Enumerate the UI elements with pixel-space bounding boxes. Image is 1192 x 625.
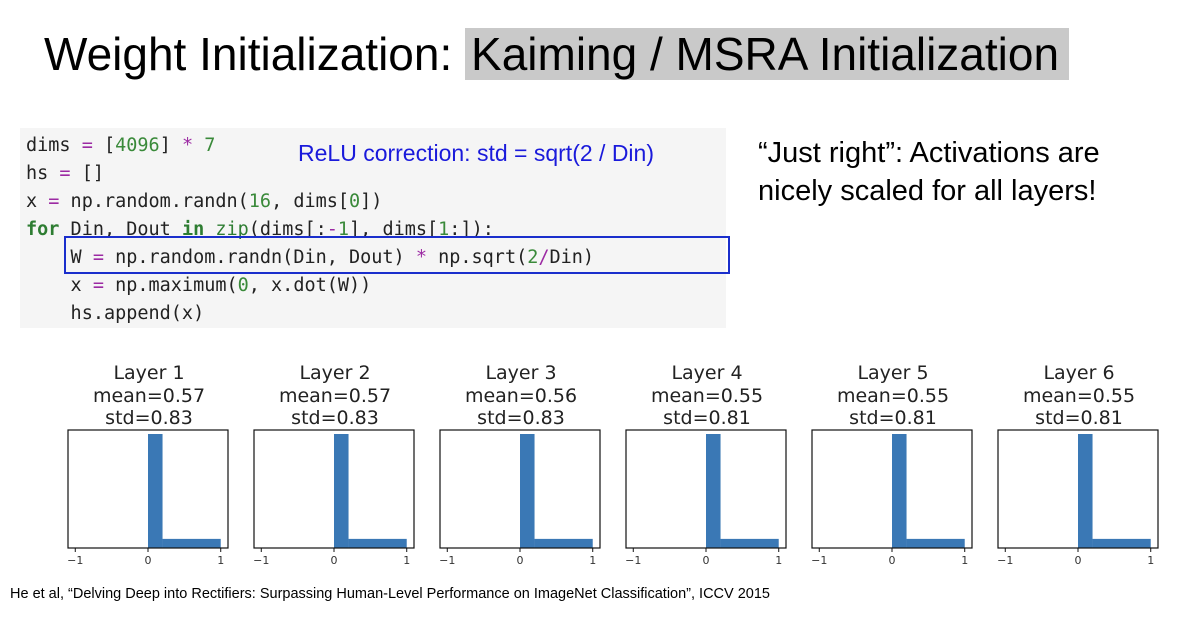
panel-mean: mean=0.56 [464, 385, 578, 407]
x-tick-label: −1 [439, 554, 455, 567]
panel-std: std=0.83 [291, 407, 379, 429]
histogram-panel-5: Layer 5 mean=0.55 std=0.81 −1 0 1 [808, 358, 978, 573]
code-line-5: W = np.random.randn(Din, Dout) * np.sqrt… [26, 247, 595, 268]
relu-correction-annotation: ReLU correction: std = sqrt(2 / Din) [278, 140, 654, 167]
title-main: Weight Initialization: [44, 28, 466, 80]
panel-title: Layer 1 [113, 362, 185, 384]
panel-std: std=0.81 [849, 407, 937, 429]
panel-std: std=0.81 [663, 407, 751, 429]
panel-title: Layer 4 [671, 362, 743, 384]
histogram-bar [906, 538, 965, 548]
panel-title: Layer 2 [299, 362, 371, 384]
histogram-bar [720, 538, 779, 548]
x-tick-label: 1 [217, 554, 224, 567]
histogram-bar [1078, 434, 1093, 548]
histogram-panel-2: Layer 2 mean=0.57 std=0.83 −1 0 1 [250, 358, 420, 573]
x-tick-label: 0 [145, 554, 152, 567]
panel-mean: mean=0.57 [92, 385, 206, 407]
histogram-chart: −1 0 1 [439, 429, 601, 567]
x-tick-label: −1 [67, 554, 83, 567]
histogram-bar [706, 434, 721, 548]
code-line-1: dims = [4096] * 7 [26, 135, 216, 156]
panel-mean: mean=0.57 [278, 385, 392, 407]
x-tick-label: 1 [775, 554, 782, 567]
histogram-panel-4: Layer 4 mean=0.55 std=0.81 −1 0 1 [622, 358, 792, 573]
histogram-chart: −1 0 1 [811, 429, 973, 567]
x-tick-label: 1 [589, 554, 596, 567]
histogram-chart: −1 0 1 [997, 429, 1159, 567]
histogram-chart: −1 0 1 [625, 429, 787, 567]
x-tick-label: 1 [961, 554, 968, 567]
result-note: “Just right”: Activations are nicely sca… [758, 137, 1100, 207]
histogram-chart: −1 0 1 [67, 429, 229, 567]
panel-title: Layer 6 [1043, 362, 1115, 384]
histogram-chart: −1 0 1 [253, 429, 415, 567]
code-line-4: for Din, Dout in zip(dims[:-1], dims[1:]… [26, 219, 494, 240]
code-line-2: hs = [] [26, 163, 104, 184]
panel-mean: mean=0.55 [836, 385, 950, 407]
x-tick-label: 0 [331, 554, 338, 567]
panel-title: Layer 5 [857, 362, 929, 384]
slide-title: Weight Initialization: Kaiming / MSRA In… [44, 24, 1070, 84]
x-tick-label: 0 [1075, 554, 1082, 567]
histogram-panel-3: Layer 3 mean=0.56 std=0.83 −1 0 1 [436, 358, 606, 573]
histogram-bar [148, 434, 163, 548]
histogram-bar [534, 538, 593, 548]
histogram-bar [892, 434, 907, 548]
histogram-bar [1092, 538, 1151, 548]
x-tick-label: −1 [625, 554, 641, 567]
histogram-bar [348, 538, 407, 548]
citation: He et al, “Delving Deep into Rectifiers:… [10, 586, 770, 602]
histogram-bar [334, 434, 349, 548]
x-tick-label: −1 [997, 554, 1013, 567]
code-text: dims = [4096] * 7 hs = [] x = np.random.… [26, 132, 594, 328]
histogram-panel-1: Layer 1 mean=0.57 std=0.83 −1 0 1 [64, 358, 234, 573]
x-tick-label: 0 [517, 554, 524, 567]
code-line-6: x = np.maximum(0, x.dot(W)) [26, 275, 372, 296]
x-tick-label: −1 [253, 554, 269, 567]
panel-std: std=0.83 [105, 407, 193, 429]
panel-mean: mean=0.55 [650, 385, 764, 407]
histogram-bar [520, 434, 535, 548]
code-line-3: x = np.random.randn(16, dims[0]) [26, 191, 383, 212]
x-tick-label: 1 [1147, 554, 1154, 567]
histogram-bar [162, 538, 221, 548]
histogram-panel-6: Layer 6 mean=0.55 std=0.81 −1 0 1 [994, 358, 1164, 573]
panel-mean: mean=0.55 [1022, 385, 1136, 407]
x-tick-label: 0 [703, 554, 710, 567]
panel-title: Layer 3 [485, 362, 557, 384]
panel-std: std=0.83 [477, 407, 565, 429]
panel-std: std=0.81 [1035, 407, 1123, 429]
x-tick-label: 1 [403, 554, 410, 567]
code-block: dims = [4096] * 7 hs = [] x = np.random.… [20, 128, 730, 328]
x-tick-label: 0 [889, 554, 896, 567]
code-line-7: hs.append(x) [26, 303, 205, 324]
title-highlight: Kaiming / MSRA Initialization [465, 28, 1070, 80]
x-tick-label: −1 [811, 554, 827, 567]
highlight-box [64, 236, 730, 274]
